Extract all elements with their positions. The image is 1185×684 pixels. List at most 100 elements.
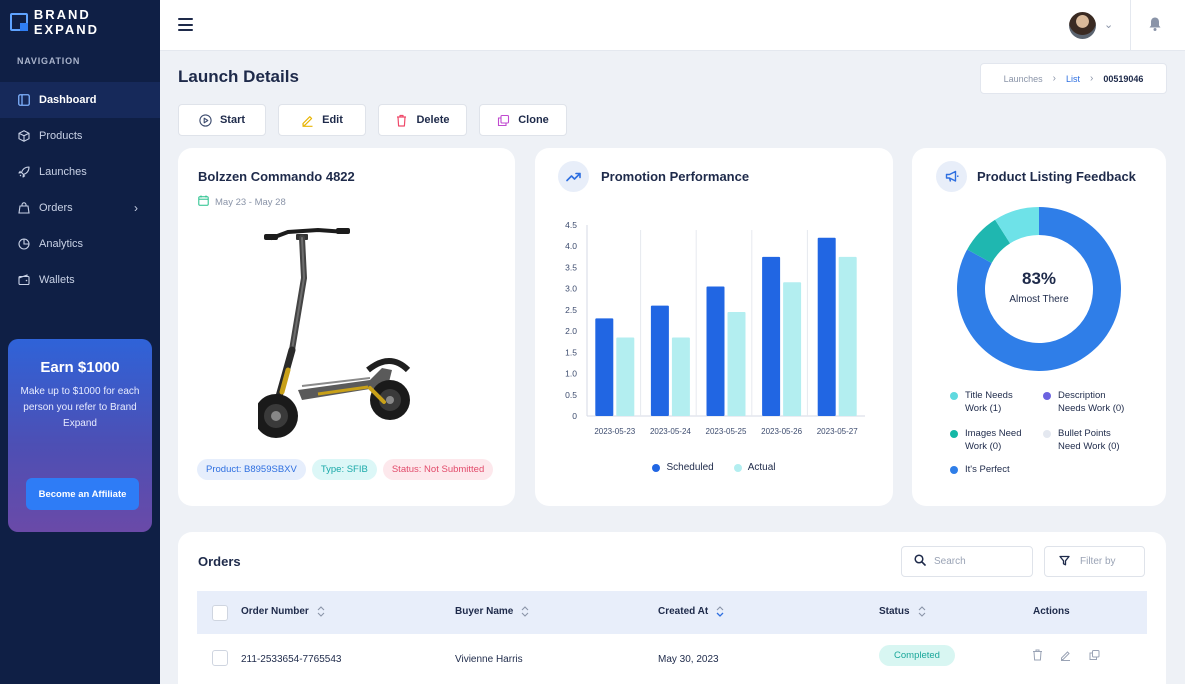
bar-scheduled-2023-05-26 — [762, 256, 781, 416]
breadcrumb-list[interactable]: List — [1065, 73, 1080, 84]
bell-icon[interactable] — [1148, 16, 1162, 32]
dashboard-icon — [17, 94, 30, 107]
product-card: Bolzzen Commando 4822 May 23 - May 28 — [178, 148, 515, 506]
legend-title-needs-work: Title Needs Work (1) — [950, 389, 1013, 415]
perf-header: Promotion Performance — [558, 161, 749, 192]
copy-icon — [497, 114, 510, 127]
select-all-checkbox[interactable] — [212, 605, 228, 621]
trending-up-icon — [558, 161, 589, 192]
bar-actual-2023-05-27 — [838, 256, 857, 416]
fb-title: Product Listing Feedback — [977, 169, 1136, 184]
y-tick-label: 4.5 — [565, 220, 577, 230]
y-tick-label: 2.5 — [565, 305, 577, 315]
brand-logo[interactable]: BRAND EXPAND — [0, 0, 160, 44]
legend-line: Work (0) — [965, 441, 1002, 452]
menu-icon[interactable] — [178, 18, 193, 31]
clone-button[interactable]: Clone — [479, 104, 567, 136]
sort-desc-icon — [716, 606, 724, 617]
trash-icon[interactable] — [1032, 648, 1043, 661]
status-chip: Status: Not Submitted — [382, 459, 494, 480]
column-buyer-name[interactable]: Buyer Name — [455, 606, 529, 617]
y-tick-label: 0 — [572, 411, 577, 421]
order-number[interactable]: 211-2533654-7765543 — [241, 654, 342, 665]
filter-button[interactable]: Filter by — [1044, 546, 1145, 577]
sidebar: BRAND EXPAND NAVIGATION Dashboard Produc… — [0, 0, 160, 684]
edit-button[interactable]: Edit — [278, 104, 366, 136]
sidebar-item-analytics[interactable]: Analytics — [0, 226, 160, 262]
orders-card: Orders Search Filter by Order Number Buy… — [178, 532, 1166, 684]
play-circle-icon — [199, 113, 212, 127]
column-created-at[interactable]: Created At — [658, 606, 724, 617]
delete-label: Delete — [416, 114, 450, 126]
sort-icon — [317, 606, 325, 617]
start-button[interactable]: Start — [178, 104, 266, 136]
sort-icon — [918, 606, 925, 617]
sidebar-item-label: Dashboard — [39, 94, 97, 106]
orders-title: Orders — [198, 554, 241, 569]
become-affiliate-button[interactable]: Become an Affiliate — [26, 478, 139, 510]
table-header: Order Number Buyer Name Created At Statu… — [197, 591, 1147, 634]
legend-line: Bullet Points — [1058, 428, 1111, 439]
edit-label: Edit — [322, 114, 343, 126]
bag-icon — [17, 202, 30, 215]
chevron-right-icon: › — [1090, 73, 1094, 84]
bar-actual-2023-05-24 — [671, 337, 690, 416]
trash-icon — [395, 114, 408, 127]
donut-slice-2 — [967, 219, 1011, 263]
breadcrumb-launches[interactable]: Launches — [1003, 73, 1043, 84]
legend-label: Actual — [747, 462, 776, 473]
sidebar-item-launches[interactable]: Launches — [0, 154, 160, 190]
pencil-icon[interactable] — [1060, 648, 1071, 661]
column-label: Order Number — [241, 606, 309, 617]
bar-actual-2023-05-26 — [783, 282, 802, 416]
search-icon — [914, 554, 926, 569]
affiliate-promo: Earn $1000 Make up to $1000 for each per… — [8, 339, 152, 532]
buyer-name: Vivienne Harris — [455, 654, 523, 665]
column-actions: Actions — [1033, 606, 1070, 617]
page-title: Launch Details — [178, 67, 299, 86]
donut-percent: 83% — [1021, 269, 1057, 288]
pencil-icon — [301, 114, 314, 127]
chevron-right-icon: › — [134, 201, 138, 215]
brand-name: BRAND EXPAND — [33, 7, 100, 37]
column-label: Actions — [1033, 606, 1070, 617]
legend-dot — [950, 392, 958, 400]
sidebar-item-orders[interactable]: Orders › — [0, 190, 160, 226]
sidebar-item-wallets[interactable]: Wallets — [0, 262, 160, 298]
start-label: Start — [219, 114, 246, 126]
legend-scheduled[interactable]: Scheduled — [652, 462, 714, 473]
promo-title: Earn $1000 — [40, 359, 120, 376]
product-image — [254, 220, 418, 445]
sidebar-item-products[interactable]: Products — [0, 118, 160, 154]
brand-mark-icon — [10, 13, 28, 31]
column-order-number[interactable]: Order Number — [241, 606, 325, 617]
status-badge: Completed — [879, 645, 955, 666]
chevron-down-icon[interactable]: ⌄ — [1104, 19, 1114, 31]
sidebar-item-dashboard[interactable]: Dashboard — [0, 82, 160, 118]
x-tick-label: 2023-05-27 — [817, 427, 858, 436]
y-tick-label: 0.5 — [565, 390, 577, 400]
y-tick-label: 1.5 — [565, 347, 577, 357]
breadcrumb-current: 00519046 — [1103, 73, 1144, 84]
delete-button[interactable]: Delete — [378, 104, 467, 136]
x-tick-label: 2023-05-23 — [594, 427, 635, 436]
calendar-icon — [198, 195, 209, 209]
row-checkbox[interactable] — [212, 650, 228, 666]
legend-line: Description — [1058, 390, 1106, 401]
column-label: Status — [879, 606, 910, 617]
bar-scheduled-2023-05-24 — [650, 305, 669, 416]
box-icon — [17, 130, 30, 143]
product-date: May 23 - May 28 — [198, 195, 286, 209]
fb-header: Product Listing Feedback — [936, 161, 1136, 192]
search-input[interactable]: Search — [901, 546, 1033, 577]
legend-actual[interactable]: Actual — [733, 462, 776, 473]
column-label: Buyer Name — [455, 606, 514, 617]
perf-title: Promotion Performance — [601, 169, 750, 184]
action-toolbar: Start Edit Delete Clone — [178, 104, 567, 136]
column-status[interactable]: Status — [879, 606, 926, 617]
sidebar-item-label: Wallets — [39, 274, 75, 286]
y-tick-label: 1.0 — [565, 369, 577, 379]
copy-icon[interactable] — [1089, 648, 1100, 660]
legend-line: Need Work (0) — [1058, 441, 1120, 452]
avatar[interactable] — [1069, 12, 1096, 39]
